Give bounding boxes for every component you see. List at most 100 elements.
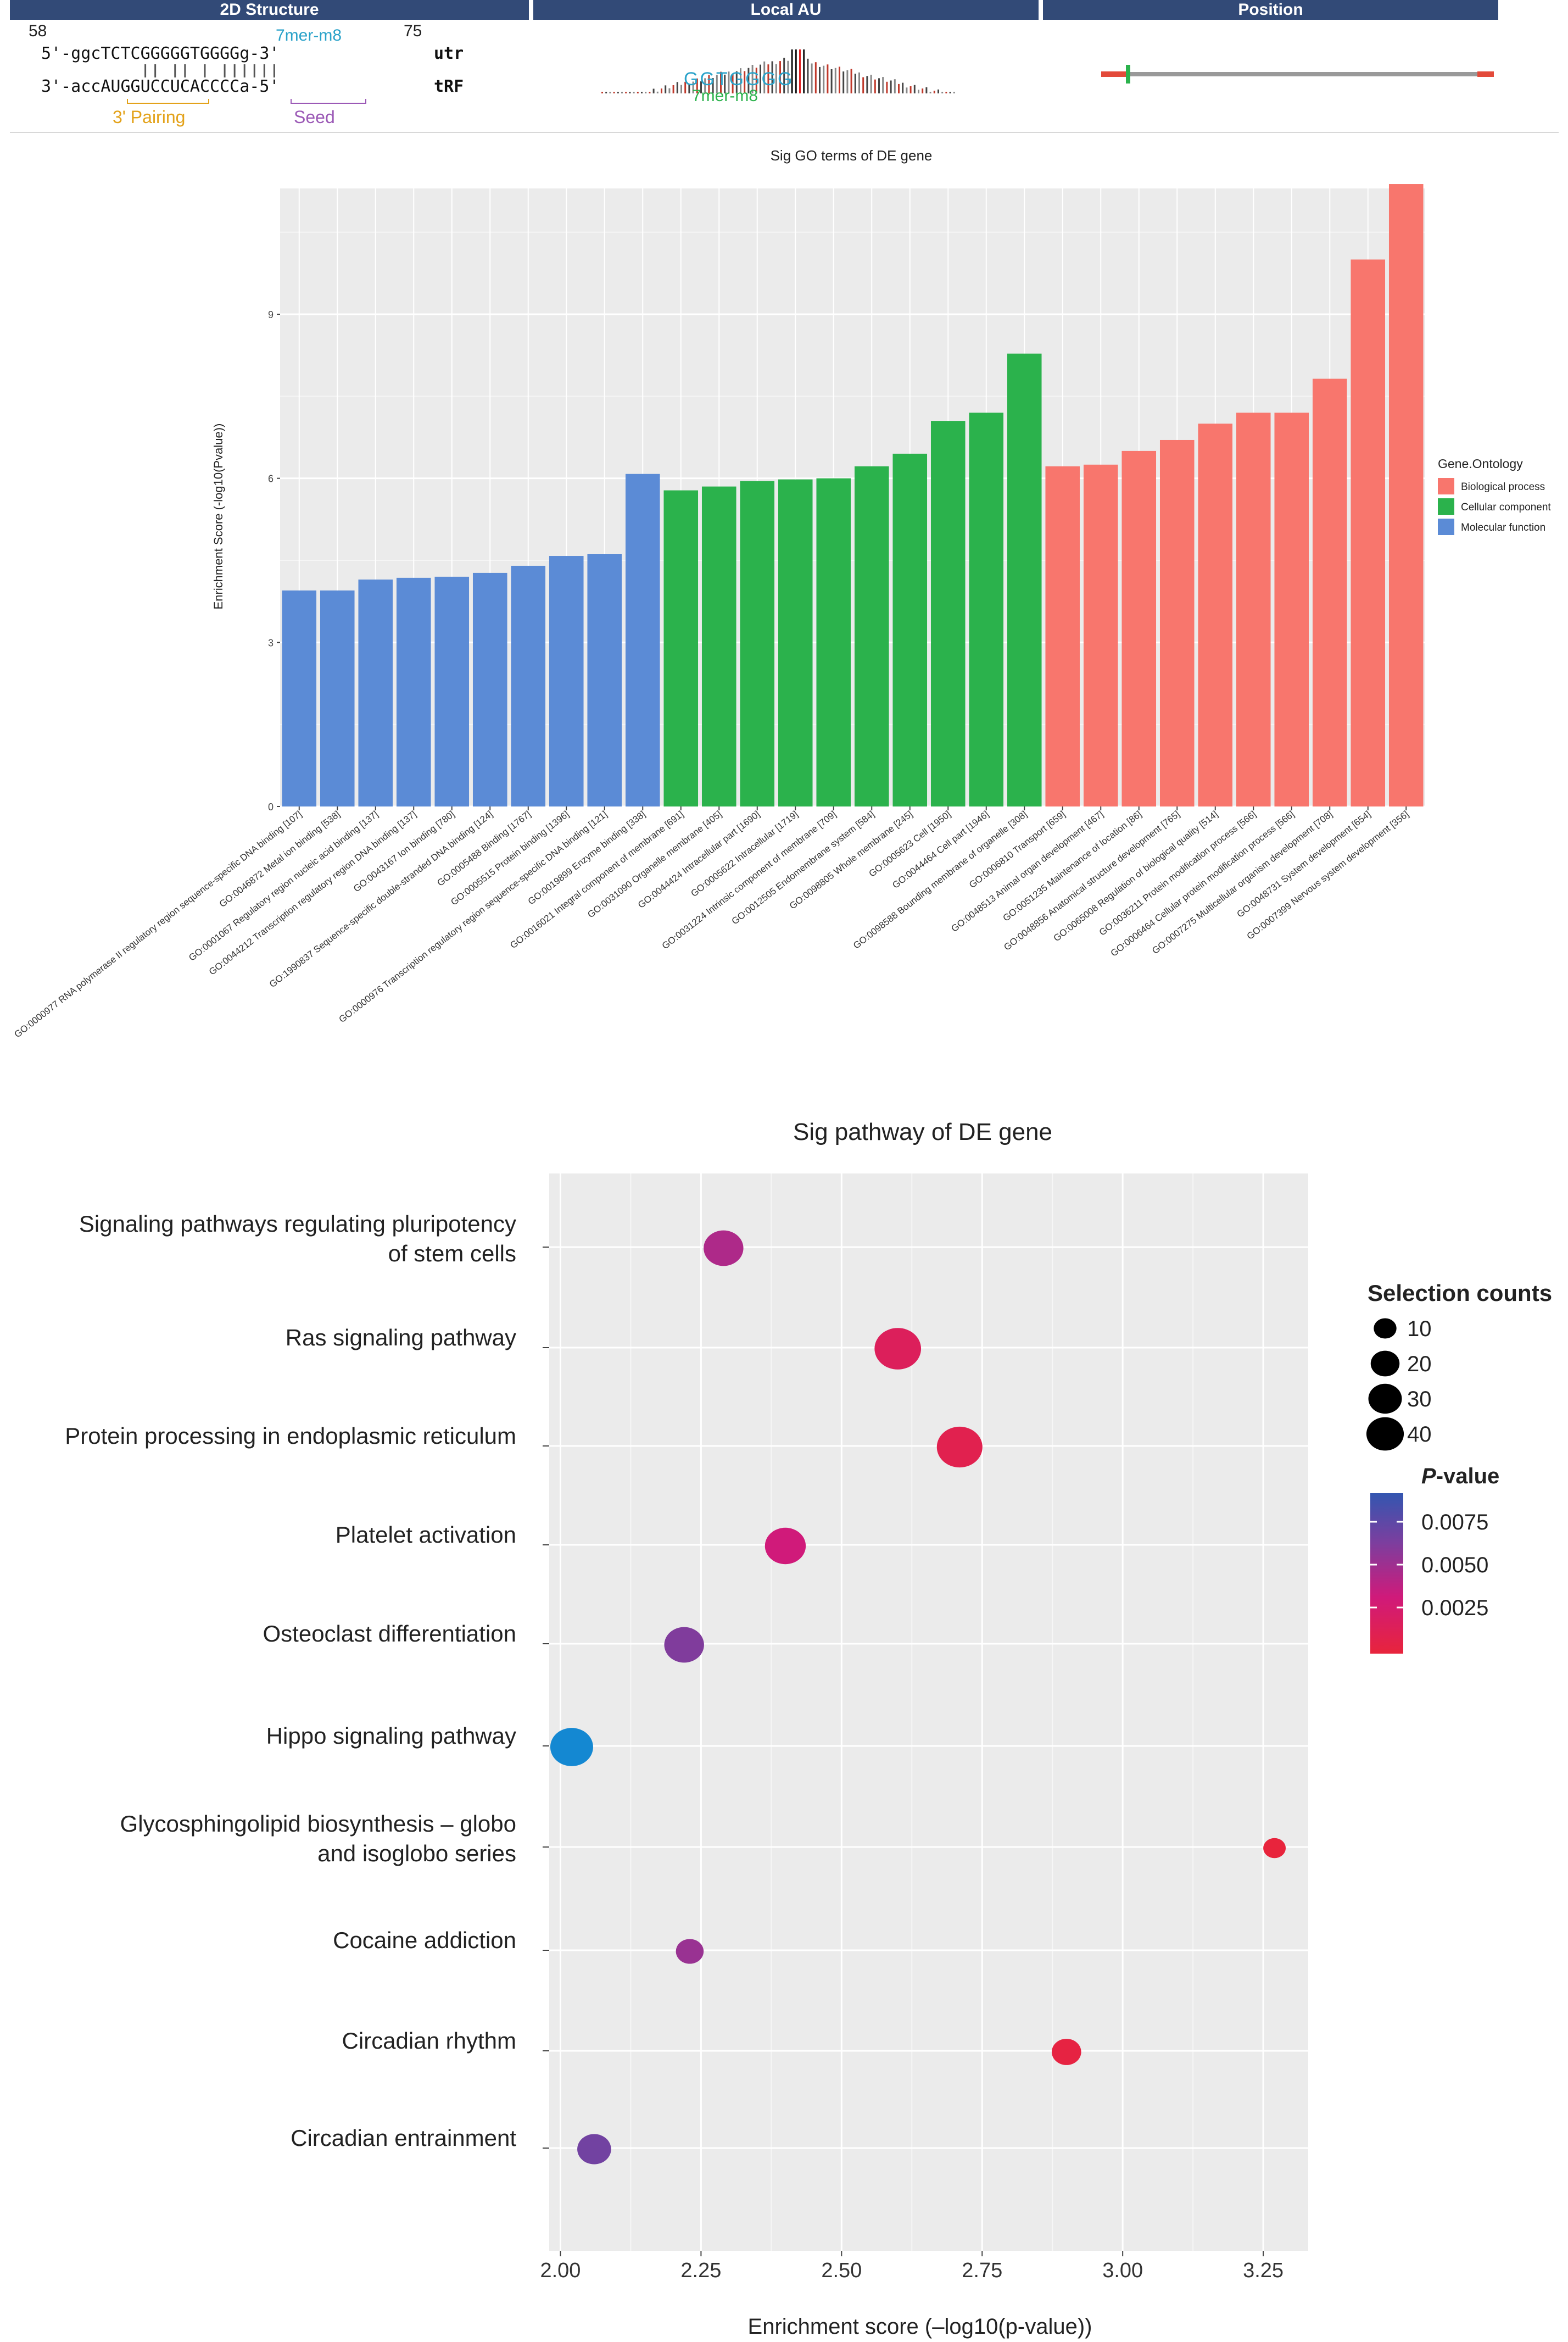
au-bar xyxy=(755,68,757,93)
au-bar xyxy=(827,64,829,93)
pathway-dot xyxy=(577,2134,611,2165)
pathway-y-label: Hippo signaling pathway xyxy=(266,1723,516,1749)
au-bar xyxy=(791,49,793,93)
go-bar xyxy=(587,554,622,806)
go-x-tick-label: GO:0007275 Multicellular organism develo… xyxy=(1150,809,1335,956)
pathway-y-label: Ras signaling pathway xyxy=(286,1325,516,1350)
go-bar xyxy=(434,576,470,806)
size-legend-dot xyxy=(1366,1417,1404,1451)
utr-label: utr xyxy=(434,44,464,63)
au-bar xyxy=(862,77,864,93)
au-bar xyxy=(953,92,955,93)
au-bar xyxy=(839,66,840,93)
au-bar xyxy=(795,49,797,93)
go-x-tick-label: GO:0098588 Bounding membrane of organell… xyxy=(851,809,1029,951)
au-bar xyxy=(763,61,766,93)
au-bar xyxy=(684,81,687,93)
go-bar xyxy=(930,421,966,806)
size-legend-dot xyxy=(1368,1383,1402,1414)
au-bar xyxy=(704,78,706,93)
au-bar xyxy=(783,58,785,93)
local-au-panel-header: Local AU xyxy=(533,0,1039,20)
structure-panel-header: 2D Structure xyxy=(10,0,529,20)
au-bar xyxy=(834,68,836,93)
go-y-tick-label: 3 xyxy=(268,637,274,648)
go-bar xyxy=(549,556,584,806)
go-x-tick-label: GO:0048856 Anatomical structure developm… xyxy=(1002,809,1181,953)
go-x-tick-label: GO:0031090 Organelle membrane [405] xyxy=(585,809,723,920)
go-bar xyxy=(396,577,431,806)
pathway-dot xyxy=(1052,2039,1081,2065)
au-bar xyxy=(803,49,805,93)
au-bar xyxy=(661,88,662,93)
pathway-y-label: Circadian entrainment xyxy=(291,2125,516,2151)
start-position: 58 xyxy=(29,22,47,40)
au-bar xyxy=(625,92,627,93)
au-bar xyxy=(700,81,702,93)
au-bar xyxy=(846,70,849,93)
au-bar xyxy=(735,71,738,93)
au-bar xyxy=(649,92,651,93)
au-bar xyxy=(633,92,635,93)
pathway-x-tick-label: 3.00 xyxy=(1102,2259,1143,2282)
au-bar xyxy=(886,81,888,93)
go-bar xyxy=(1388,184,1424,806)
size-legend-label: 40 xyxy=(1407,1422,1432,1447)
go-y-tick-label: 0 xyxy=(268,802,274,813)
au-bar xyxy=(842,71,845,93)
go-chart-title: Sig GO terms of DE gene xyxy=(771,147,933,164)
au-bar xyxy=(870,75,872,93)
au-bar xyxy=(771,61,773,93)
au-bar xyxy=(652,88,655,93)
go-bar xyxy=(892,453,928,806)
pathway-chart-title: Sig pathway of DE gene xyxy=(793,1121,1052,1145)
go-legend-title: Gene.Ontology xyxy=(1438,457,1523,471)
au-bar xyxy=(823,65,825,93)
au-bar xyxy=(688,85,690,93)
go-legend-label: Cellular component xyxy=(1461,502,1551,513)
pathway-x-axis-label: Enrichment score (–log10(p-value)) xyxy=(748,2315,1092,2339)
position-panel-header: Position xyxy=(1043,0,1498,20)
go-bar xyxy=(1236,413,1271,806)
go-bar xyxy=(663,490,699,806)
size-legend-dot xyxy=(1374,1318,1397,1339)
pathway-y-label: Circadian rhythm xyxy=(342,2028,516,2054)
au-bar xyxy=(740,68,741,93)
go-bar xyxy=(969,413,1004,806)
au-site-sequence: GGTGGGG xyxy=(684,69,794,90)
au-bar xyxy=(938,89,939,93)
au-bar xyxy=(747,68,750,93)
go-bar xyxy=(358,579,393,806)
pathway-dot xyxy=(1263,1838,1286,1859)
go-bar xyxy=(740,481,775,806)
au-bar xyxy=(629,92,631,93)
go-legend-swatch xyxy=(1438,478,1454,494)
pathway-dot xyxy=(676,1939,704,1964)
go-legend-swatch xyxy=(1438,498,1454,515)
au-bar xyxy=(779,61,781,93)
utr-sequence: 5'-ggcTCTCGGGGGTGGGGg-3' xyxy=(41,44,280,63)
size-legend-label: 30 xyxy=(1407,1387,1432,1411)
go-bar xyxy=(1198,424,1233,806)
pathway-dot-chart: Sig pathway of DE gene 2.00 2.25 2.50 2.75 3… xyxy=(65,1121,1552,2339)
go-plot-area xyxy=(280,188,1425,806)
au-bar xyxy=(656,91,659,93)
au-bar xyxy=(767,64,769,93)
au-bar xyxy=(696,78,698,93)
au-bar xyxy=(913,85,916,93)
au-bar xyxy=(613,92,615,93)
go-bar xyxy=(1159,440,1195,806)
size-legend-label: 20 xyxy=(1407,1352,1432,1376)
au-bar xyxy=(830,69,833,93)
au-bar xyxy=(672,85,674,93)
go-bar xyxy=(778,479,813,806)
go-x-tick-label: GO:0051235 Maintenance of location [86] xyxy=(1001,809,1144,924)
au-bar xyxy=(894,79,896,93)
au-bar xyxy=(807,58,809,93)
go-bar xyxy=(1045,466,1080,806)
pvalue-legend-label: 0.0025 xyxy=(1421,1596,1488,1620)
utr-end-marker xyxy=(1477,71,1494,77)
pathway-plot-area xyxy=(549,1173,1308,2251)
pvalue-legend-label: 0.0075 xyxy=(1421,1510,1488,1534)
au-bar xyxy=(617,92,619,93)
